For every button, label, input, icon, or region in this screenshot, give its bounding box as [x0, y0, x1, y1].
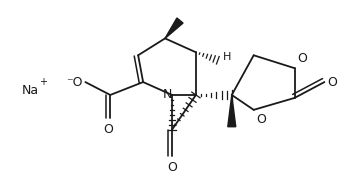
Text: O: O: [298, 52, 307, 65]
Polygon shape: [228, 95, 236, 127]
Text: +: +: [40, 77, 48, 87]
Polygon shape: [165, 18, 183, 38]
Text: O: O: [327, 76, 337, 89]
Text: H: H: [223, 52, 231, 62]
Text: O: O: [257, 113, 267, 126]
Text: Na: Na: [22, 84, 39, 96]
Text: O: O: [167, 161, 177, 174]
Text: N: N: [163, 88, 172, 102]
Text: ⁻O: ⁻O: [66, 76, 82, 89]
Text: O: O: [103, 123, 113, 136]
